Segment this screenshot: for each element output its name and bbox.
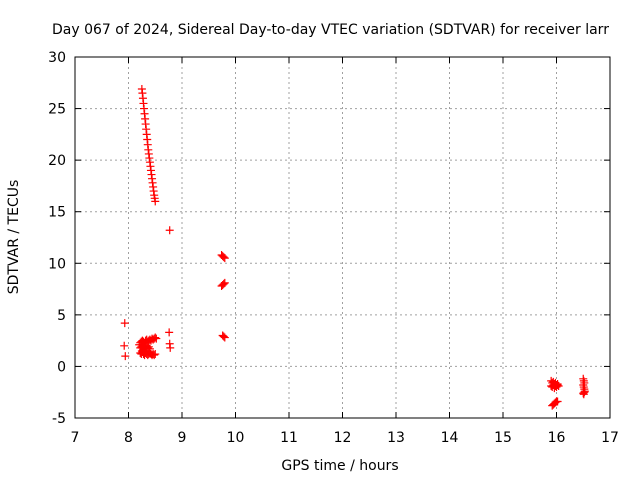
- x-axis-label: GPS time / hours: [281, 458, 398, 474]
- data-point: [220, 333, 229, 342]
- data-point: [218, 331, 227, 340]
- x-tick-label: 9: [178, 430, 187, 446]
- data-point: [142, 346, 151, 355]
- data-point: [151, 197, 160, 206]
- y-tick-label: 0: [57, 359, 66, 375]
- data-point: [151, 333, 160, 342]
- data-point: [219, 332, 228, 341]
- grid-lines: [75, 57, 610, 418]
- data-point: [553, 380, 562, 389]
- x-tick-label: 12: [334, 430, 352, 446]
- data-point: [220, 278, 229, 287]
- data-point: [218, 252, 227, 261]
- y-tick-label: 5: [57, 308, 66, 324]
- y-axis-label: SDTVAR / TECUs: [6, 180, 22, 295]
- data-point: [218, 280, 227, 289]
- y-tick-labels: -5 0 5 10 15 20 25 30: [48, 50, 66, 427]
- data-points: [120, 84, 589, 410]
- data-point: [120, 341, 129, 350]
- x-tick-label: 7: [71, 430, 80, 446]
- y-tick-label: -5: [52, 411, 66, 427]
- x-tick-label: 14: [441, 430, 459, 446]
- chart-title: Day 067 of 2024, Sidereal Day-to-day VTE…: [52, 22, 609, 38]
- x-tick-label: 16: [548, 430, 566, 446]
- x-tick-label: 17: [601, 430, 619, 446]
- data-point: [553, 397, 562, 406]
- y-tick-label: 15: [48, 205, 66, 221]
- data-point: [144, 342, 153, 351]
- data-point: [165, 226, 174, 235]
- data-point: [151, 350, 160, 359]
- data-point: [166, 343, 175, 352]
- x-tick-labels: 7 8 9 10 11 12 13 14 15 16 17: [71, 430, 619, 446]
- y-tick-label: 10: [48, 256, 66, 272]
- data-point: [219, 253, 228, 262]
- x-tick-label: 11: [280, 430, 298, 446]
- x-tick-label: 10: [227, 430, 245, 446]
- data-point: [580, 388, 589, 397]
- x-tick-label: 15: [494, 430, 512, 446]
- data-point: [165, 328, 174, 337]
- data-point: [150, 351, 159, 360]
- axis-ticks: [74, 56, 611, 419]
- data-point: [220, 254, 229, 263]
- data-point: [121, 352, 130, 361]
- data-point: [219, 279, 228, 288]
- data-point: [120, 319, 129, 328]
- data-point: [141, 347, 150, 356]
- y-tick-label: 20: [48, 153, 66, 169]
- y-tick-label: 30: [48, 50, 66, 66]
- data-point: [152, 334, 161, 343]
- y-tick-label: 25: [48, 102, 66, 118]
- x-tick-label: 13: [387, 430, 405, 446]
- x-tick-label: 8: [124, 430, 133, 446]
- data-point: [554, 382, 563, 391]
